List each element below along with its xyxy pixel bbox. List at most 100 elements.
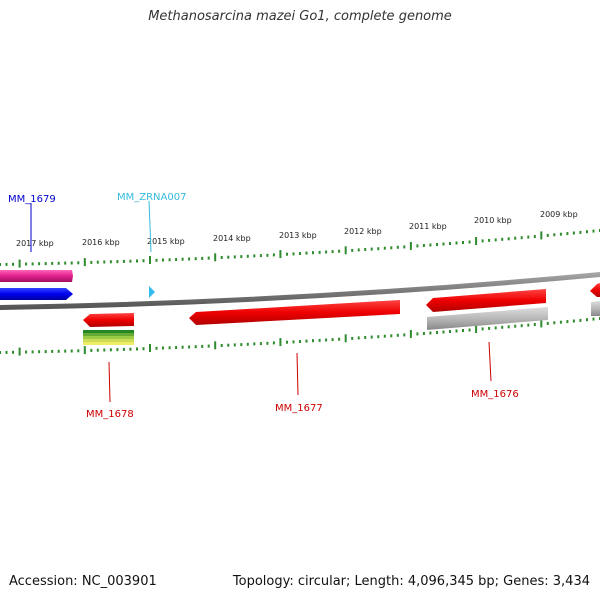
minor-tick — [253, 342, 256, 346]
minor-tick — [96, 348, 99, 352]
minor-tick — [579, 230, 582, 234]
minor-tick — [481, 239, 484, 243]
genome-summary-text: Topology: circular; Length: 4,096,345 bp… — [232, 574, 590, 589]
major-tick — [409, 241, 412, 250]
minor-tick — [331, 338, 334, 342]
minor-tick — [299, 340, 301, 343]
minor-tick — [370, 335, 373, 339]
minor-tick — [122, 259, 125, 263]
minor-tick — [501, 237, 504, 241]
major-tick — [409, 329, 412, 338]
minor-tick — [357, 248, 360, 252]
minor-tick — [396, 245, 399, 249]
feature-label-mm-zrna007[interactable]: MM_ZRNA007 — [117, 192, 186, 203]
minor-tick — [559, 320, 562, 324]
minor-tick — [286, 340, 288, 344]
minor-tick — [51, 349, 54, 353]
feature-mm-1678-arrow[interactable] — [83, 313, 134, 327]
feature-mm-zrna007-arrow[interactable] — [149, 286, 155, 298]
minor-tick — [175, 258, 178, 261]
feature-label-mm-1677[interactable]: MM_1677 — [275, 403, 323, 414]
tick-label: 2012 kbp — [344, 227, 382, 236]
minor-tick — [181, 257, 184, 261]
minor-tick — [449, 330, 451, 333]
minor-tick — [553, 233, 556, 237]
minor-tick — [109, 348, 112, 352]
tick-label: 2017 kbp — [16, 239, 54, 248]
major-tick — [344, 246, 347, 255]
minor-tick — [201, 256, 204, 260]
minor-tick — [103, 260, 106, 264]
minor-tick — [468, 240, 471, 244]
feature-edge-red-gene[interactable] — [590, 283, 600, 297]
minor-tick — [116, 260, 119, 264]
feature-pink-gene[interactable] — [0, 270, 73, 282]
minor-tick — [559, 232, 562, 236]
feature-mm-1676-arrow[interactable] — [426, 289, 546, 312]
feature-mm-1677-arrow[interactable] — [189, 300, 400, 325]
minor-tick — [566, 320, 569, 324]
major-tick — [475, 237, 478, 245]
minor-tick — [364, 336, 367, 339]
major-tick — [18, 347, 21, 356]
minor-tick — [246, 254, 249, 258]
minor-tick — [462, 241, 464, 244]
minor-tick — [305, 251, 308, 255]
minor-tick — [233, 255, 236, 259]
minor-tick — [338, 249, 341, 253]
feature-label-mm-1676[interactable]: MM_1676 — [471, 389, 519, 400]
minor-tick — [377, 247, 380, 251]
minor-tick — [194, 345, 197, 349]
minor-tick — [0, 351, 1, 354]
minor-tick — [90, 348, 93, 352]
minor-tick — [142, 259, 145, 263]
feature-label-mm-1678[interactable]: MM_1678 — [86, 409, 134, 420]
minor-tick — [546, 321, 549, 325]
minor-tick — [592, 229, 595, 233]
major-tick — [214, 341, 217, 350]
feature-mm-1679-arrow[interactable] — [0, 288, 73, 300]
minor-tick — [201, 344, 204, 348]
minor-tick — [318, 338, 321, 342]
upper-tick-track — [0, 229, 600, 268]
tick-label: 2015 kbp — [147, 237, 185, 246]
minor-tick — [233, 343, 236, 347]
minor-tick — [220, 344, 223, 347]
minor-tick — [168, 258, 171, 262]
minor-tick — [533, 323, 536, 326]
minor-tick — [259, 342, 262, 346]
feature-label-mm-1679[interactable]: MM_1679 — [8, 194, 56, 205]
minor-tick — [462, 329, 464, 332]
minor-tick — [572, 319, 575, 323]
minor-tick — [240, 255, 243, 259]
minor-tick — [155, 258, 158, 262]
minor-tick — [31, 262, 34, 266]
minor-tick — [351, 248, 354, 252]
feature-edge-grey-gene[interactable] — [591, 301, 600, 316]
minor-tick — [436, 331, 438, 334]
feature-grey-gene[interactable] — [427, 307, 548, 330]
minor-tick — [364, 248, 367, 251]
minor-tick — [429, 331, 432, 335]
minor-tick — [240, 343, 243, 347]
minor-tick — [57, 349, 60, 353]
major-tick — [279, 338, 282, 347]
minor-tick — [507, 325, 510, 329]
minor-tick — [227, 255, 230, 259]
major-tick — [83, 346, 86, 355]
tick-label: 2014 kbp — [213, 234, 251, 243]
minor-tick — [136, 259, 138, 263]
minor-tick — [246, 342, 249, 346]
minor-tick — [325, 338, 328, 342]
minor-tick — [266, 253, 269, 257]
minor-tick — [579, 318, 582, 322]
tick-label: 2009 kbp — [540, 210, 578, 219]
minor-tick — [390, 334, 393, 338]
major-tick — [149, 256, 151, 264]
minor-tick — [533, 235, 536, 238]
minor-tick — [136, 347, 138, 351]
minor-tick — [220, 256, 223, 259]
minor-tick — [514, 236, 517, 240]
feature-mm-1678-stack[interactable] — [83, 330, 134, 345]
